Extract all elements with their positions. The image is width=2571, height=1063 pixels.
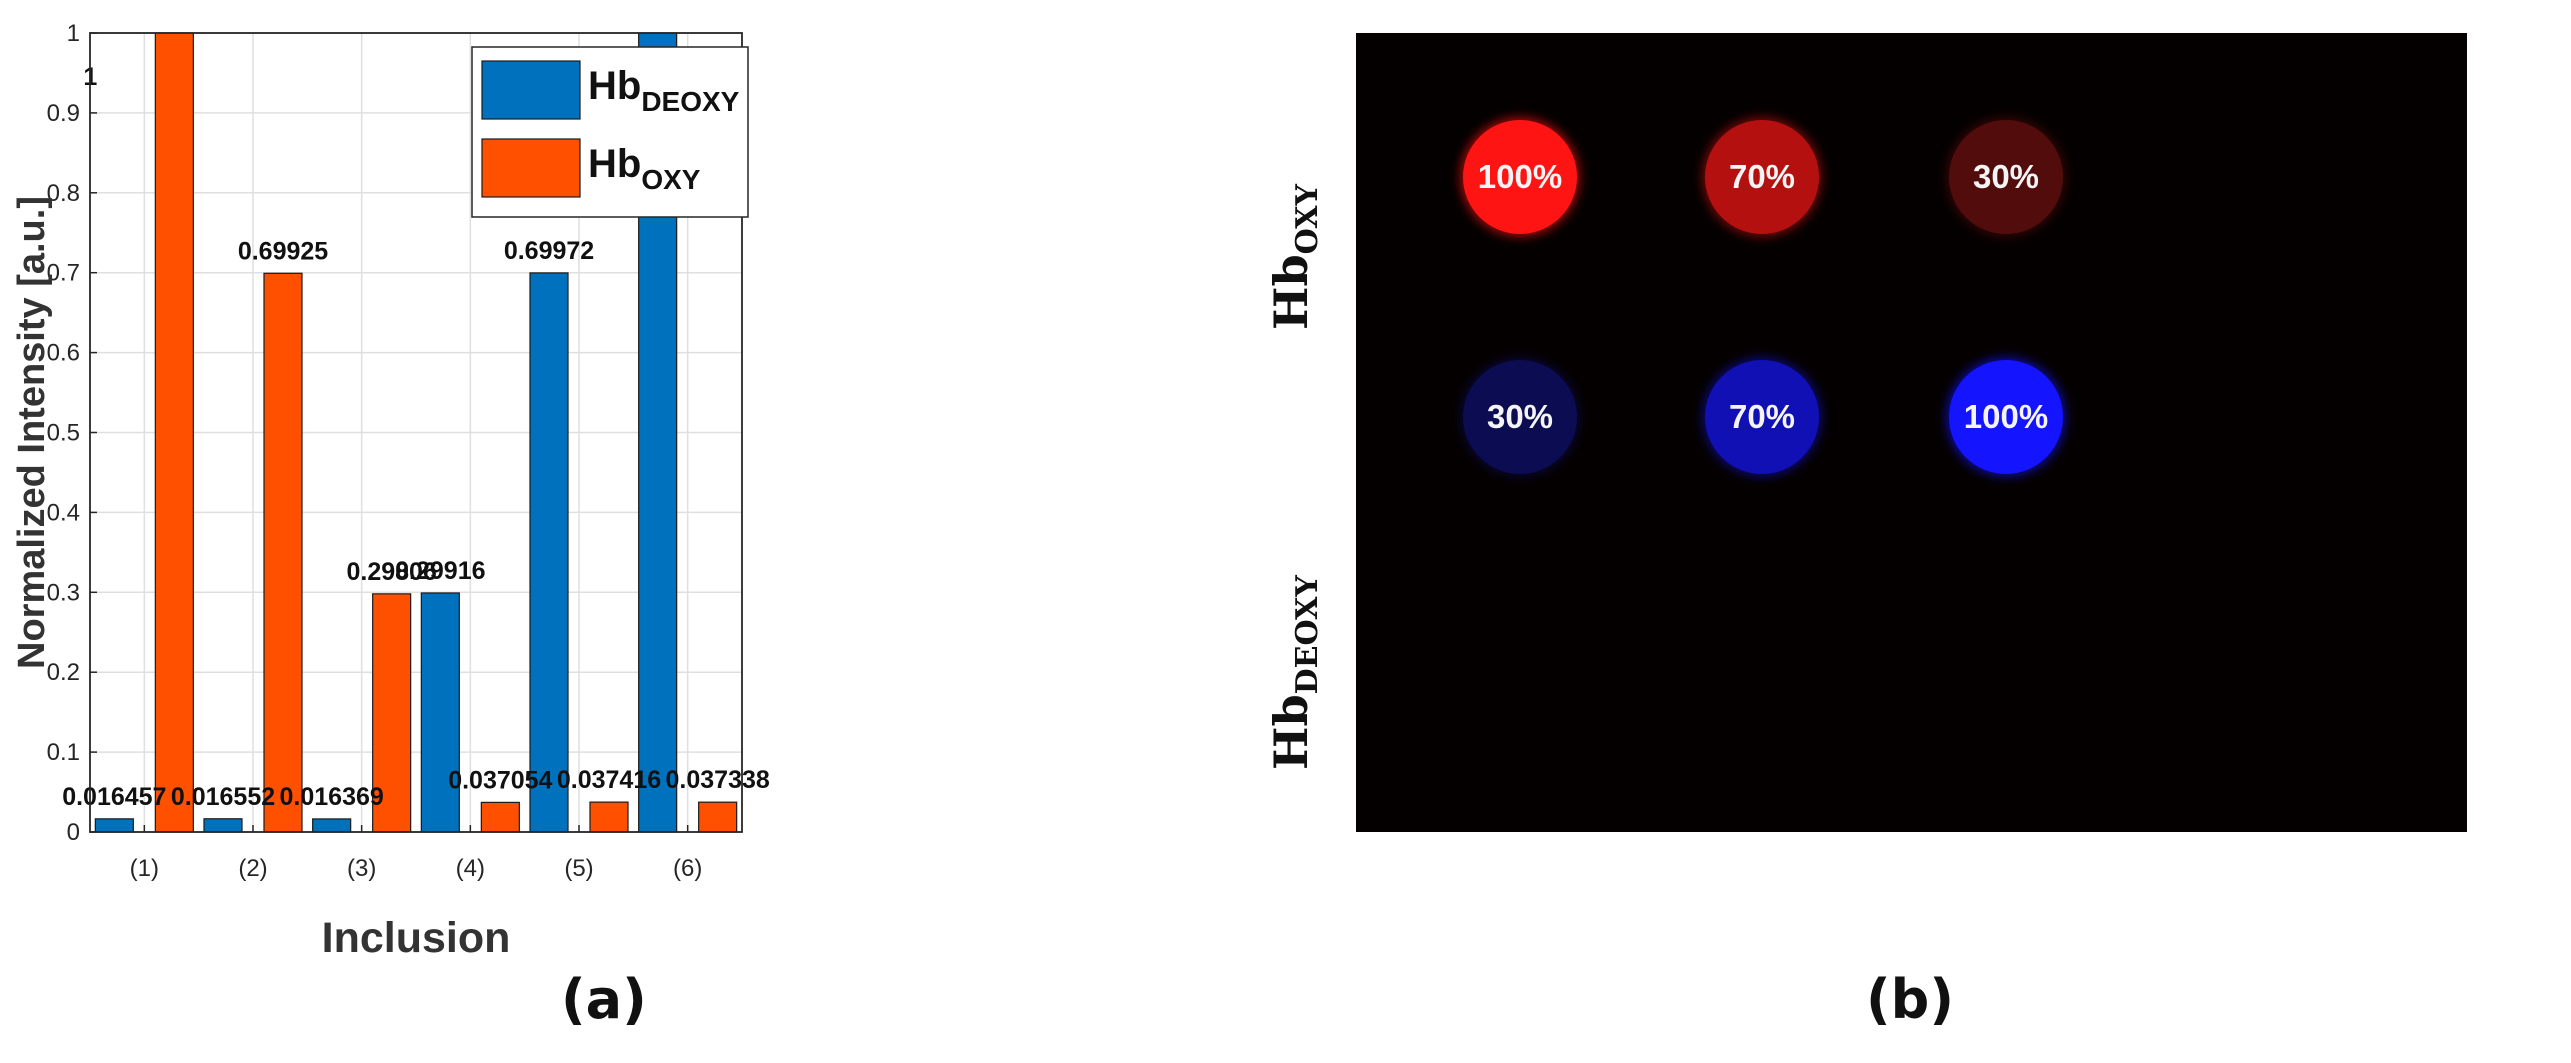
- x-tick-label: (1): [130, 855, 159, 882]
- data-label: 0.29916: [395, 557, 485, 585]
- y-tick-label: 0.9: [47, 100, 80, 127]
- bar: [420, 592, 460, 833]
- bar: [312, 818, 352, 833]
- axes-box: [89, 32, 743, 833]
- y-tick-label: 0.6: [47, 340, 80, 367]
- circle-percent-label: 30%: [1486, 398, 1554, 435]
- inclusion-circle: 70%: [1705, 360, 1819, 474]
- panel-label-a: (a): [561, 968, 647, 1031]
- inclusion-circle: 70%: [1705, 120, 1819, 234]
- bar: [94, 818, 134, 833]
- panel-label-b: (b): [1866, 968, 1955, 1031]
- data-label: 0.69925: [238, 237, 328, 265]
- bar: [154, 32, 194, 833]
- x-tick-label: (3): [347, 855, 376, 882]
- data-label: 0.016552: [171, 783, 275, 811]
- y-axis-label: Normalized Intensity [a.u.]: [11, 196, 53, 669]
- y-tick-label: 0.4: [47, 499, 80, 526]
- inclusion-circle: 100%: [1463, 120, 1577, 234]
- row-label-oxy: HbOXY: [1264, 184, 1326, 330]
- circle-percent-label: 70%: [1728, 398, 1796, 435]
- bar: [589, 801, 629, 833]
- y-tick-label: 0.5: [47, 420, 80, 447]
- bar: [698, 801, 738, 833]
- y-tick-label: 0.7: [47, 260, 80, 287]
- circle-percent-label: 100%: [1963, 398, 2049, 435]
- y-tick-label: 0: [67, 819, 80, 846]
- circle-percent-label: 100%: [1477, 158, 1563, 195]
- y-tick-label: 0.3: [47, 579, 80, 606]
- data-label: 0.29806: [346, 558, 436, 586]
- data-label: 0.016457: [62, 783, 166, 811]
- x-tick-label: (2): [238, 855, 267, 882]
- data-label: 0.037054: [448, 766, 552, 794]
- data-label: 0.016369: [280, 783, 384, 811]
- circle-percent-label: 70%: [1728, 158, 1796, 195]
- x-tick-label: (5): [564, 855, 593, 882]
- legend-entry: HbOXY: [588, 142, 701, 195]
- fluorescence-image-panel: 100% 70% 30% 30% 70% 100%: [1356, 33, 2467, 832]
- x-tick-label: (6): [673, 855, 702, 882]
- data-label: 0.037416: [557, 766, 661, 794]
- bar: [480, 801, 520, 833]
- x-tick-label: (4): [456, 855, 485, 882]
- bar: [263, 272, 303, 833]
- data-label: 0.037338: [666, 766, 770, 794]
- bar-chart: 0 0.1 0.2 0.3 0.4 0.5 0.6 0.7 0.8 0.9 1 (1) (2) (3) (4…: [11, 20, 770, 962]
- y-tick-label: 0.8: [47, 180, 80, 207]
- data-label: 0.69972: [504, 237, 594, 265]
- inclusion-circle: 30%: [1949, 120, 2063, 234]
- circle-percent-label: 30%: [1972, 158, 2040, 195]
- legend-entry: HbDEOXY: [588, 64, 740, 117]
- bar: [529, 272, 569, 833]
- legend-swatch: [481, 138, 581, 198]
- row-label-deoxy: HbDEOXY: [1264, 575, 1326, 770]
- y-tick-label: 0.1: [47, 739, 80, 766]
- y-tick-label: 0.2: [47, 659, 80, 686]
- y-tick-label: 1: [67, 20, 80, 47]
- bar: [372, 593, 412, 833]
- x-axis-label: Inclusion: [322, 914, 511, 962]
- bar: [203, 818, 243, 833]
- inclusion-circle: 100%: [1949, 360, 2063, 474]
- legend-swatch: [481, 60, 581, 120]
- inclusion-circle: 30%: [1463, 360, 1577, 474]
